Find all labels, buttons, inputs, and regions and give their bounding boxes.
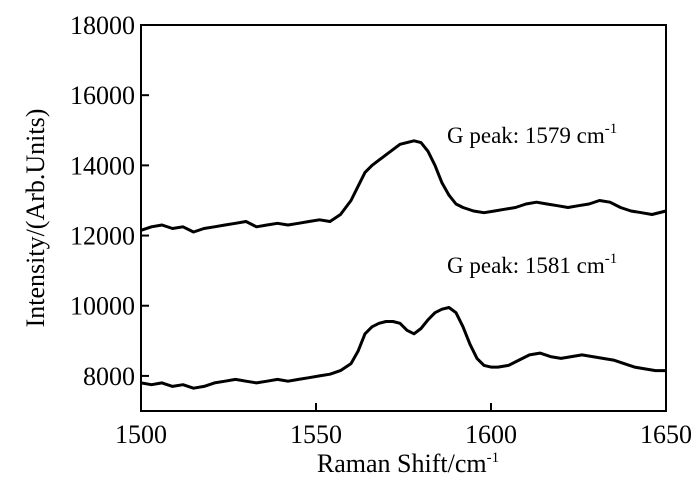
annotation-upper-sup: -1	[605, 121, 618, 137]
y-tick-label: 8000	[83, 362, 135, 391]
x-axis-title: Raman Shift/cm-1	[317, 449, 499, 478]
annotation-lower-sup: -1	[605, 251, 618, 267]
plot-frame	[140, 24, 667, 412]
y-tick-label: 14000	[70, 151, 135, 180]
series-layer	[140, 139, 667, 390]
y-tick-label: 10000	[70, 292, 135, 321]
x-axis-title-text: Raman Shift/cm	[317, 449, 487, 478]
x-tick-label: 1500	[115, 420, 167, 449]
axis-ticks: 1500 1550 1600 1650 8000 10000 12000 14000 16000…	[70, 11, 692, 449]
y-tick-label: 16000	[70, 81, 135, 110]
series-line-1	[140, 139, 667, 234]
y-tick-label: 12000	[70, 222, 135, 251]
annotation-lower: G peak: 1581 cm-1	[447, 251, 617, 278]
annotation-upper-text: G peak: 1579 cm	[447, 123, 605, 148]
x-tick-label: 1550	[290, 420, 342, 449]
series-line-2	[140, 306, 666, 390]
y-tick-label: 18000	[70, 11, 135, 40]
x-axis-title-sup: -1	[487, 450, 500, 466]
x-tick-label: 1650	[640, 420, 692, 449]
x-tick-label: 1600	[465, 420, 517, 449]
annotation-upper: G peak: 1579 cm-1	[447, 121, 617, 148]
annotation-lower-text: G peak: 1581 cm	[447, 253, 605, 278]
y-axis-title: Intensity/(Arb.Units)	[21, 109, 50, 328]
